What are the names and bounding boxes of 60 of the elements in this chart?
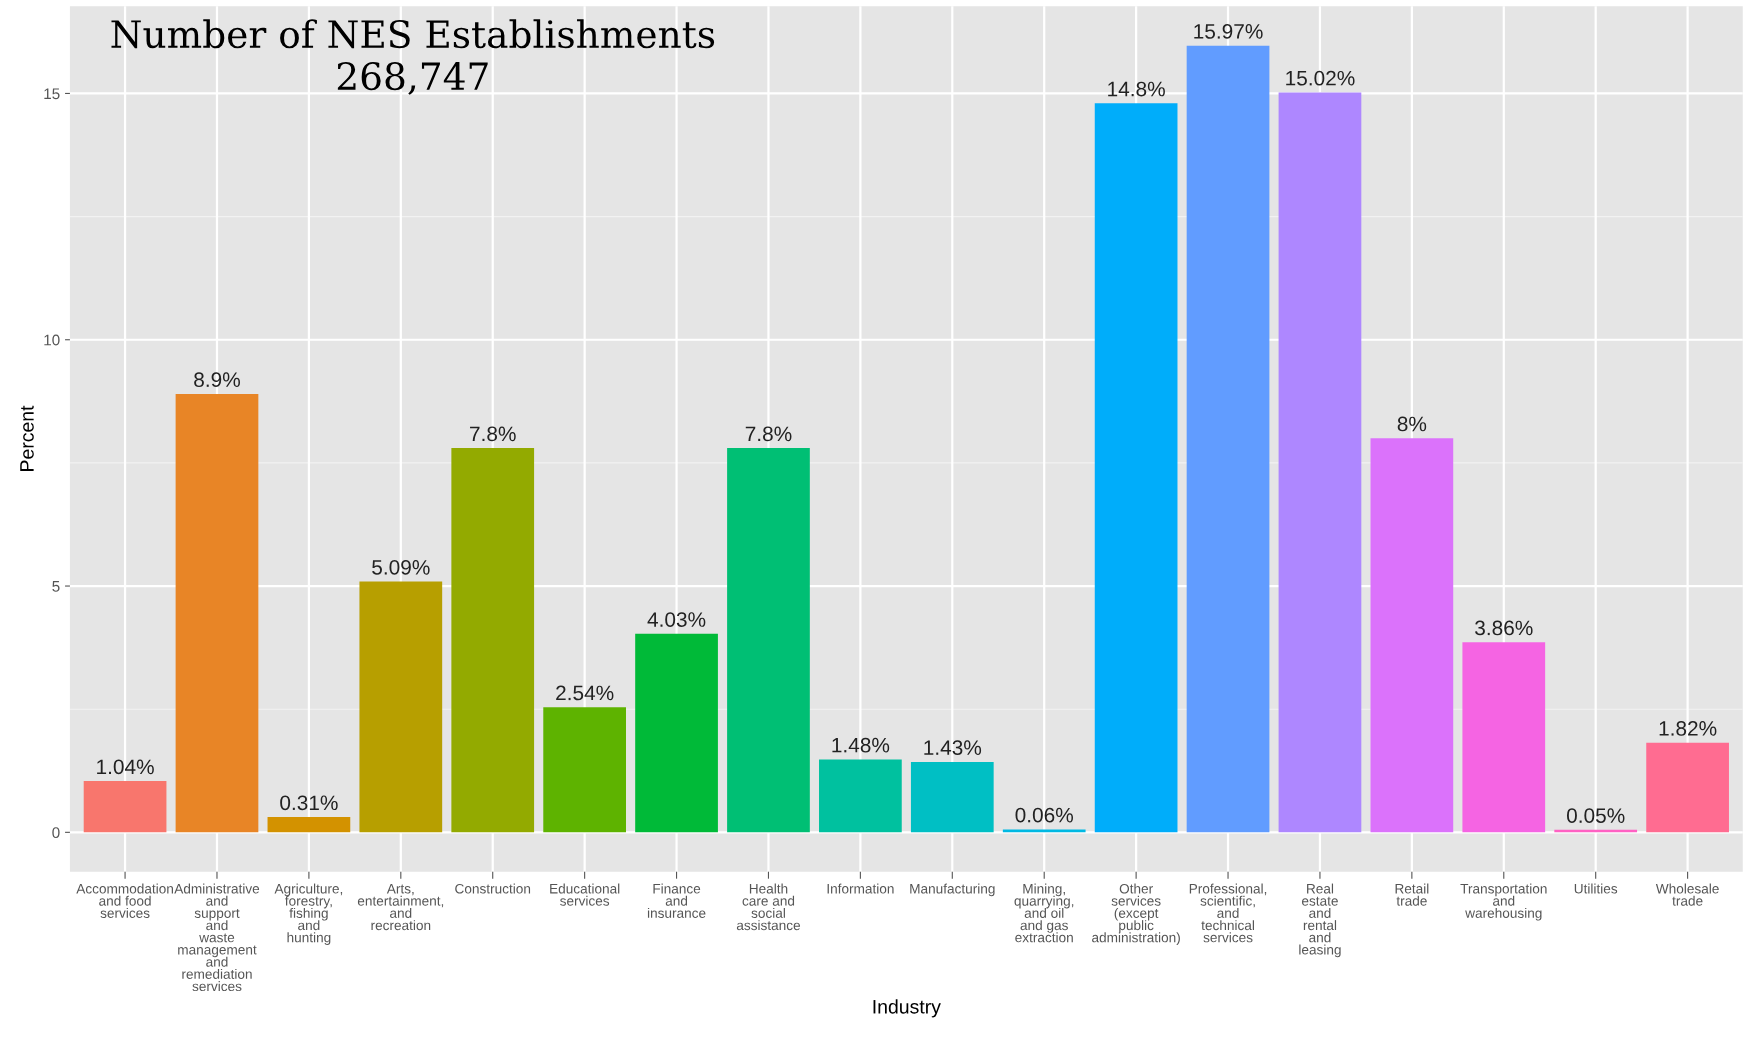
- x-tick-label: Real estate and rental and leasing: [1299, 883, 1341, 958]
- bar: [910, 761, 994, 833]
- data-label: 7.8%: [470, 426, 516, 442]
- bar: [1278, 92, 1362, 833]
- bar: [83, 781, 167, 833]
- data-label: 0.31%: [280, 795, 338, 811]
- x-tick-label: Manufacturing: [910, 883, 995, 897]
- bar: [359, 581, 443, 833]
- text: Number of NES Establishments 268,747: [111, 19, 715, 95]
- y-tick-label: 10: [44, 334, 60, 346]
- bar: [1646, 742, 1729, 833]
- bar: [1186, 45, 1270, 833]
- data-label: 0.05%: [1566, 808, 1625, 823]
- x-axis-title: Industry: [873, 999, 941, 1018]
- x-tick-label: Construction: [455, 883, 531, 894]
- y-tick-label: 0: [52, 827, 60, 839]
- data-label: 5.09%: [372, 559, 430, 575]
- bar: [175, 393, 259, 833]
- bar: [1462, 642, 1546, 833]
- data-label: 1.43%: [924, 740, 982, 755]
- data-label: 15.97%: [1194, 24, 1263, 39]
- data-label: 8%: [1397, 416, 1427, 432]
- data-label: 4.03%: [647, 612, 706, 627]
- data-label: 8.9%: [194, 372, 240, 388]
- x-tick-label: Arts, entertainment, and recreation: [357, 884, 444, 931]
- bar: [819, 759, 902, 833]
- data-label: 1.48%: [832, 737, 890, 753]
- x-tick-label: Agriculture, forestry, fishing and hunting: [274, 883, 343, 946]
- data-label: 14.8%: [1108, 81, 1165, 97]
- data-label: 0.06%: [1015, 807, 1074, 823]
- bar: [543, 707, 626, 833]
- bar: [1002, 829, 1086, 833]
- data-label: 1.04%: [97, 759, 154, 775]
- x-tick-label: Accommodation and food services: [76, 883, 173, 918]
- bar: [1370, 438, 1454, 833]
- data-label: 3.86%: [1475, 620, 1533, 636]
- x-tick-label: Wholesale trade: [1655, 883, 1719, 906]
- bar: [451, 448, 535, 833]
- bar: [727, 448, 810, 833]
- data-label: 1.82%: [1659, 721, 1717, 736]
- y-tick-label: 15: [44, 88, 60, 100]
- y-axis-title: Percent: [20, 405, 34, 471]
- data-label: 15.02%: [1286, 70, 1355, 86]
- x-tick-label: Retail trade: [1395, 883, 1429, 906]
- bar: [635, 633, 718, 833]
- x-tick-label: Other services (except public administration): [1092, 883, 1180, 946]
- x-tick-label: Utilities: [1574, 883, 1618, 894]
- x-tick-label: Educational services: [550, 883, 620, 906]
- x-tick-label: Health care and social assistance: [736, 883, 801, 931]
- x-tick-label: Finance and insurance: [647, 883, 706, 918]
- y-tick-label: 5: [52, 581, 60, 592]
- category-label: Administrative and support and waste management and remediation services: [174, 883, 260, 992]
- x-tick-label: Transportation and warehousing: [1460, 883, 1547, 921]
- data-label: 2.54%: [556, 685, 614, 701]
- x-tick-label: Mining, quarrying, and oil and gas extraction: [1014, 883, 1074, 943]
- bar: [1094, 103, 1178, 833]
- bar: [267, 817, 351, 833]
- data-label: 7.8%: [745, 426, 792, 442]
- x-tick-label: Information: [827, 883, 894, 894]
- x-tick-label: Professional, scientific, and technical services: [1189, 883, 1267, 943]
